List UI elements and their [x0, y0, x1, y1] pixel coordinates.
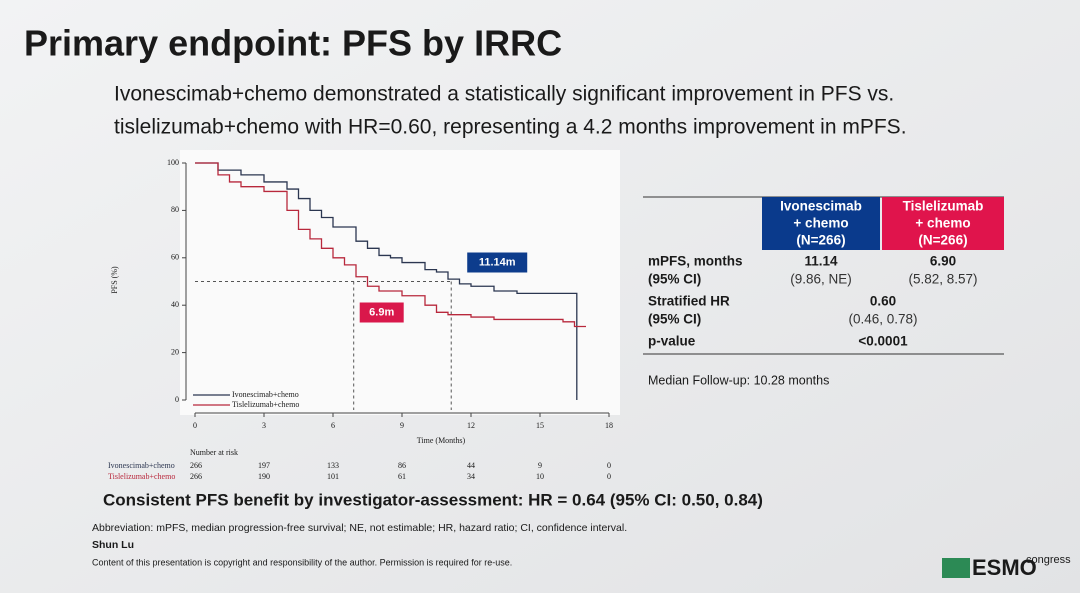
x-tick-label: 18 — [605, 421, 613, 430]
risk-count: 133 — [327, 461, 339, 470]
logo-suffix: congress — [1026, 554, 1071, 566]
risk-count: 266 — [190, 472, 202, 481]
risk-row-name: Ivonescimab+chemo — [108, 461, 175, 470]
logo-box — [942, 558, 970, 578]
plot-frame — [180, 150, 620, 415]
x-tick-label: 3 — [262, 421, 266, 430]
risk-count: 86 — [398, 461, 406, 470]
row-label: p-value — [648, 334, 696, 349]
median-label: 11.14m — [479, 256, 516, 268]
header-text: (N=266) — [796, 233, 845, 248]
median-label-box — [467, 252, 528, 273]
header-text: (N=266) — [918, 233, 967, 248]
x-tick-label: 9 — [400, 421, 404, 430]
x-tick-label: 15 — [536, 421, 544, 430]
consistent-note: Consistent PFS benefit by investigator-a… — [103, 490, 763, 509]
row-label: mPFS, months — [648, 254, 743, 269]
slide-title: Primary endpoint: PFS by IRRC — [24, 23, 562, 64]
y-tick-label: 40 — [171, 300, 179, 309]
author: Shun Lu — [92, 539, 134, 551]
y-axis-label: PFS (%) — [110, 266, 119, 294]
risk-count: 0 — [607, 472, 611, 481]
y-tick-label: 80 — [171, 205, 179, 214]
results-table: Ivonescimab + chemo (N=266) Tislelizumab + c… — [643, 196, 1004, 355]
legend-label: Tislelizumab+chemo — [232, 400, 299, 409]
y-tick-label: 100 — [167, 158, 179, 167]
x-axis-label: Time (Months) — [417, 436, 466, 445]
cell-text: 11.14 — [804, 254, 838, 269]
logo-name: ESMO — [972, 555, 1037, 580]
risk-count: 0 — [607, 461, 611, 470]
risk-count: 101 — [327, 472, 339, 481]
abbreviation: Abbreviation: mPFS, median progression-f… — [92, 522, 627, 534]
cell-text: 6.90 — [930, 254, 956, 269]
x-tick-label: 12 — [467, 421, 475, 430]
cell-text: (9.86, NE) — [790, 272, 852, 287]
risk-title: Number at risk — [190, 448, 238, 457]
risk-row-name: Tislelizumab+chemo — [108, 472, 175, 481]
cell-text: <0.0001 — [858, 334, 908, 349]
y-tick-label: 60 — [171, 253, 179, 262]
median-label-box — [359, 302, 404, 323]
subtitle-line: Ivonescimab+chemo demonstrated a statist… — [114, 83, 894, 106]
y-tick-label: 20 — [171, 347, 179, 356]
risk-count: 10 — [536, 472, 544, 481]
row-label: (95% CI) — [648, 272, 701, 287]
legend-label: Ivonescimab+chemo — [232, 390, 299, 399]
subtitle-line: tislelizumab+chemo with HR=0.60, represe… — [114, 116, 907, 139]
cell-text: (5.82, 8.57) — [908, 272, 977, 287]
row-label: Stratified HR — [648, 294, 730, 309]
row-label: (95% CI) — [648, 312, 701, 327]
risk-count: 61 — [398, 472, 406, 481]
cell-text: 0.60 — [870, 294, 896, 309]
median-label: 6.9m — [369, 306, 394, 318]
risk-count: 44 — [467, 461, 475, 470]
risk-count: 9 — [538, 461, 542, 470]
header-text: Tislelizumab — [903, 199, 984, 214]
cell-text: (0.46, 0.78) — [848, 312, 917, 327]
header-text: + chemo — [793, 216, 848, 231]
header-cell — [762, 197, 880, 250]
risk-count: 190 — [258, 472, 270, 481]
risk-count: 197 — [258, 461, 270, 470]
risk-count: 266 — [190, 461, 202, 470]
header-cell — [882, 197, 1004, 250]
risk-count: 34 — [467, 472, 475, 481]
copyright: Content of this presentation is copyrigh… — [92, 557, 512, 567]
follow-up: Median Follow-up: 10.28 months — [648, 373, 829, 387]
header-text: + chemo — [915, 216, 970, 231]
x-tick-label: 0 — [193, 421, 197, 430]
survival-curve — [195, 162, 578, 400]
x-tick-label: 6 — [331, 421, 335, 430]
header-text: Ivonescimab — [780, 199, 862, 214]
survival-curve — [195, 162, 586, 328]
y-tick-label: 0 — [175, 395, 179, 404]
